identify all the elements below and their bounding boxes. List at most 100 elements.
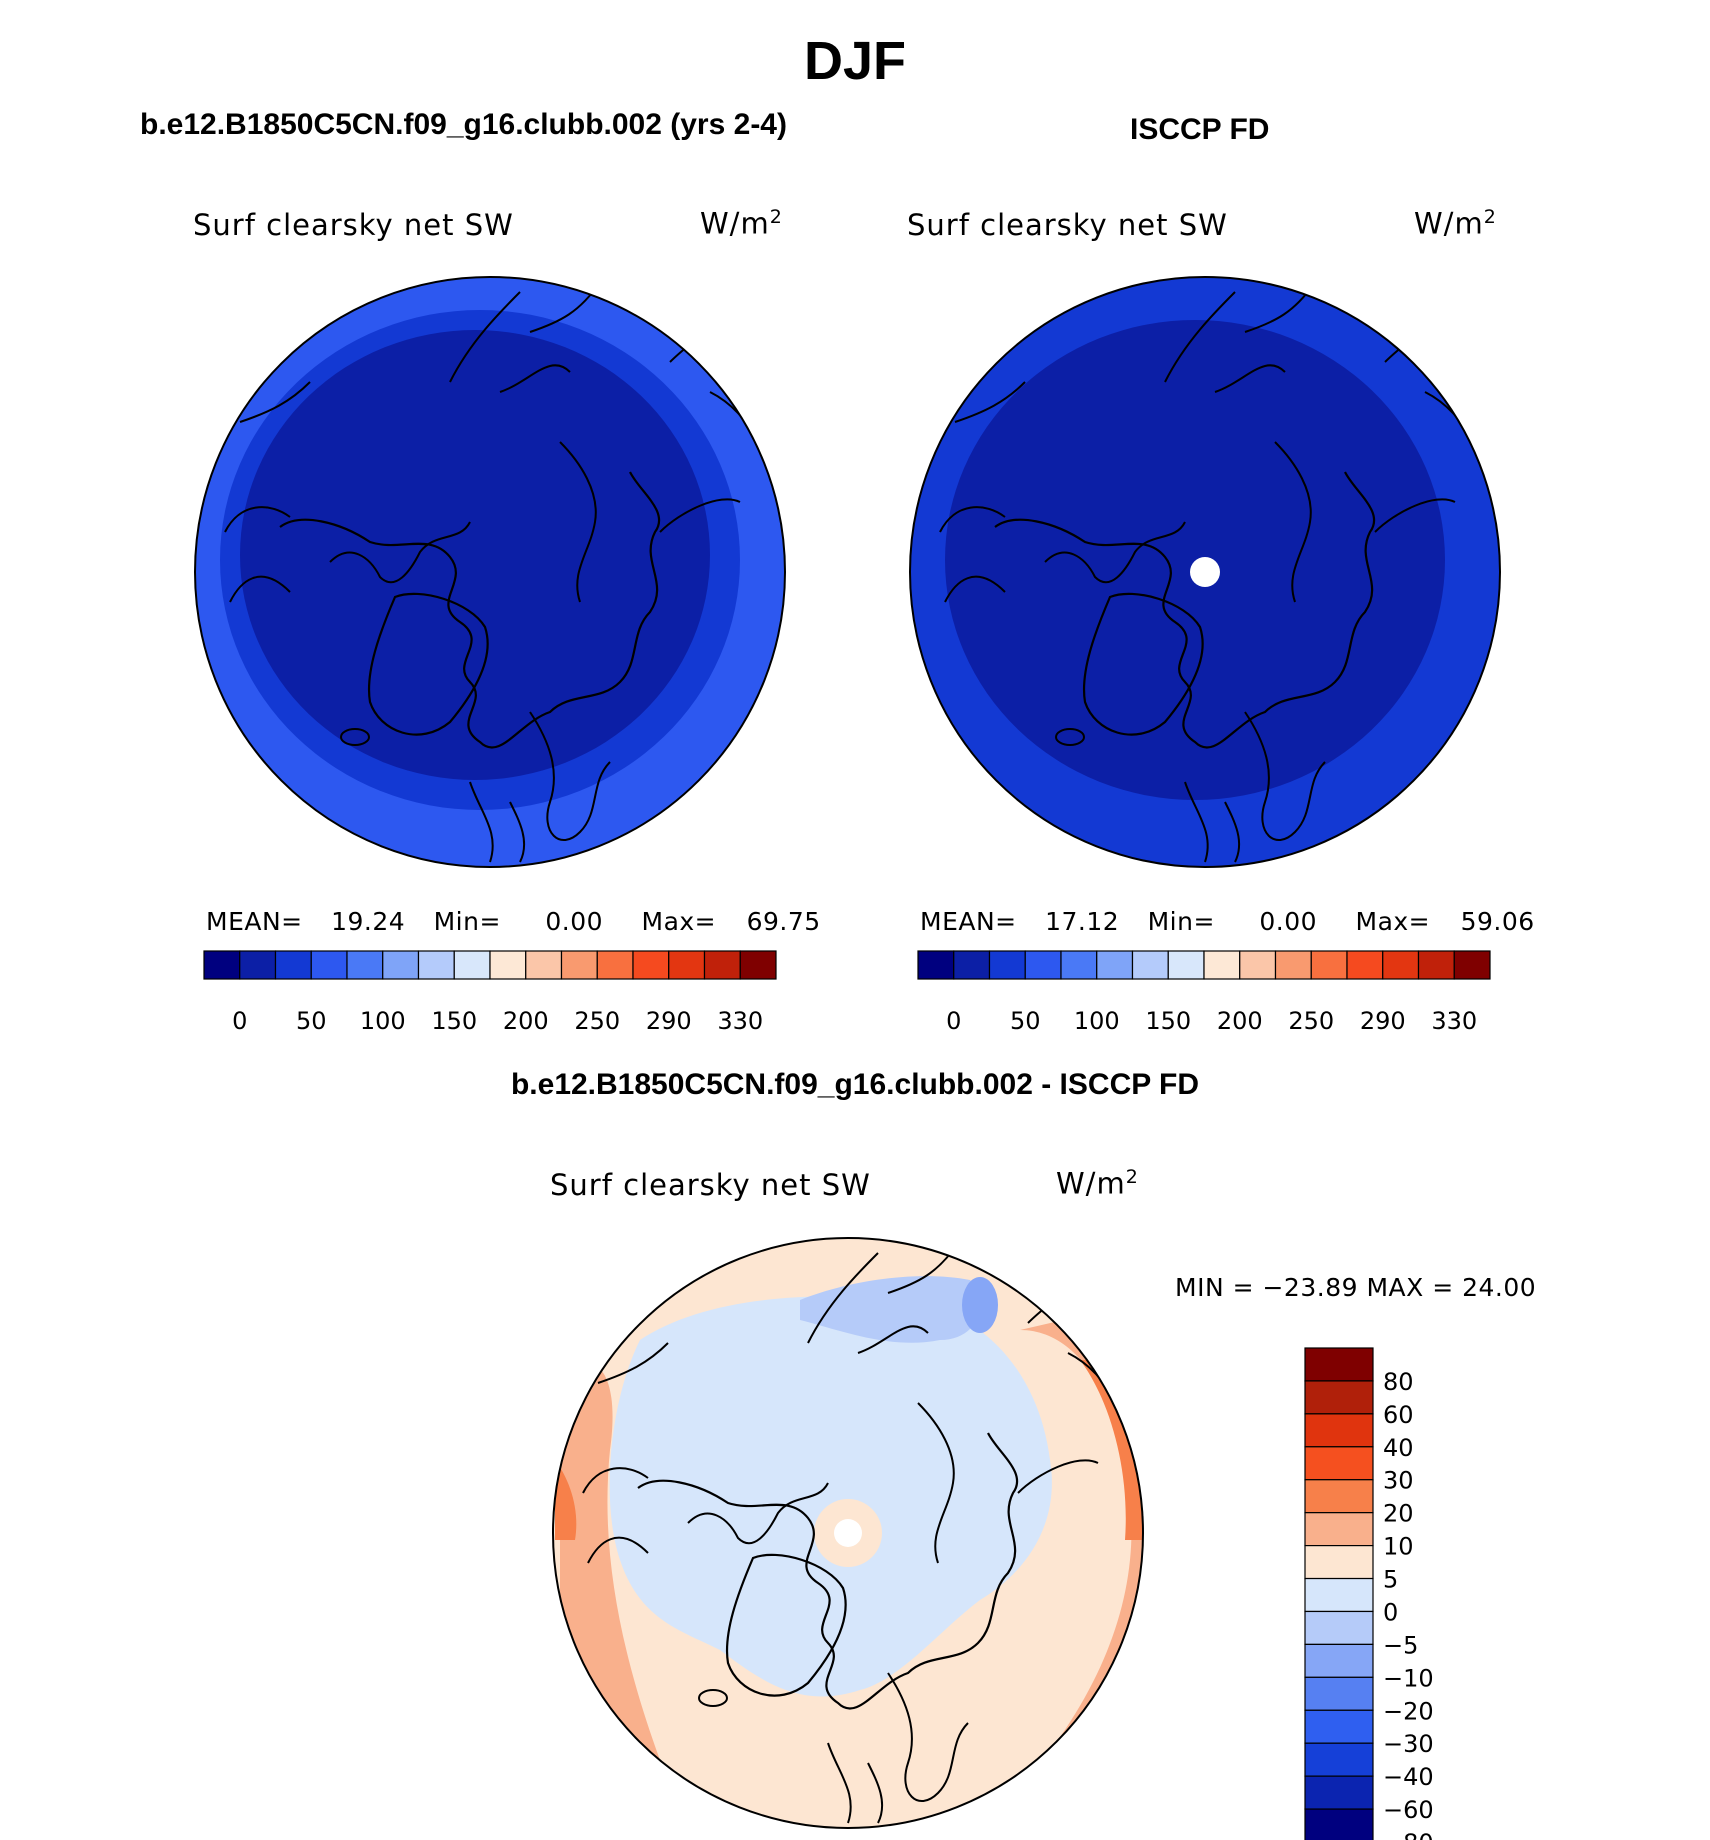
obs-colorbar-tick-label: 290 [1360, 1007, 1406, 1035]
obs-colorbar-swatch [1453, 950, 1491, 980]
model-colorbar-swatch [560, 950, 598, 980]
obs-colorbar-tick-label: 250 [1288, 1007, 1334, 1035]
model-colorbar-tick-label: 0 [232, 1007, 247, 1035]
diff-map-negative-core [609, 1296, 1052, 1697]
diff-colorbar-tick-label: −5 [1383, 1631, 1418, 1659]
model-polar-map [194, 276, 786, 868]
model-colorbar-swatch [525, 950, 563, 980]
obs-missing-pole [1190, 557, 1220, 587]
diff-minmax: MIN = −23.89 MAX = 24.00 [1175, 1273, 1537, 1302]
obs-colorbar: 0 50 100 150 200 250 290 330 [917, 950, 1491, 1035]
diff-map-negative-strong [962, 1277, 998, 1333]
obs-colorbar-swatch [1060, 950, 1098, 980]
diff-colorbar-swatch [1304, 1808, 1374, 1840]
model-colorbar-swatch [417, 950, 455, 980]
model-units: W/m [700, 206, 770, 241]
diff-colorbar-tick-label: −20 [1383, 1697, 1434, 1725]
obs-panel-title: ISCCP FD [1130, 113, 1270, 146]
obs-colorbar-swatch [1274, 950, 1312, 980]
obs-polar-map [909, 276, 1501, 868]
diff-colorbar-swatch [1304, 1479, 1374, 1514]
diff-colorbar-swatch [1304, 1380, 1374, 1415]
diff-colorbar-swatch [1304, 1742, 1374, 1777]
diff-map-positive-west-strong [555, 1460, 577, 1540]
model-colorbar-tick-label: 100 [360, 1007, 406, 1035]
obs-colorbar-tick-label: 330 [1431, 1007, 1477, 1035]
diff-colorbar-tick-label: 20 [1383, 1500, 1414, 1528]
obs-colorbar-swatch [1167, 950, 1205, 980]
model-map-inner-field [240, 330, 710, 780]
diff-colorbar-swatch [1304, 1347, 1374, 1382]
obs-mean-value: 17.12 [1045, 907, 1120, 936]
obs-colorbar-tick-label: 0 [946, 1007, 961, 1035]
model-colorbar-swatch [382, 950, 420, 980]
diff-colorbar-tick-label: −80 [1383, 1829, 1434, 1840]
obs-min-label: Min= [1147, 907, 1215, 936]
diff-missing-pole [834, 1519, 862, 1547]
model-colorbar-swatch [203, 950, 241, 980]
obs-colorbar-tick-label: 150 [1145, 1007, 1191, 1035]
obs-map-border [909, 276, 1501, 868]
obs-mean-label: MEAN= [920, 907, 1017, 936]
model-min-value: 0.00 [545, 907, 604, 936]
model-colorbar-swatch [310, 950, 348, 980]
model-colorbar-swatch [489, 950, 527, 980]
diff-units-label: W/m2 [1056, 1166, 1139, 1201]
diff-map-border [552, 1237, 1144, 1829]
obs-colorbar-swatch [1346, 950, 1384, 980]
obs-colorbar-tick-label: 50 [1010, 1007, 1041, 1035]
diff-map-negative-north [800, 1276, 980, 1343]
diff-map-positive-west [560, 1364, 660, 1760]
model-colorbar-swatch [703, 950, 741, 980]
model-colorbar: 0 50 100 150 200 250 290 330 [203, 950, 777, 1035]
obs-units: W/m [1414, 206, 1484, 241]
model-colorbar-tick-label: 150 [431, 1007, 477, 1035]
obs-min-value: 0.00 [1259, 907, 1318, 936]
obs-colorbar-tick-label: 200 [1217, 1007, 1263, 1035]
diff-variable-label: Surf clearsky net SW [550, 1168, 871, 1202]
model-colorbar-swatch [596, 950, 634, 980]
model-colorbar-swatch [453, 950, 491, 980]
model-colorbar-swatch [739, 950, 777, 980]
main-title: DJF [803, 31, 906, 91]
diff-colorbar-tick-label: −10 [1383, 1664, 1434, 1692]
obs-max-value: 59.06 [1460, 907, 1535, 936]
diff-colorbar-swatch [1304, 1544, 1374, 1580]
diff-colorbar-tick-label: 60 [1383, 1401, 1414, 1429]
diff-colorbar-swatch [1304, 1577, 1374, 1613]
obs-variable-label: Surf clearsky net SW [907, 208, 1228, 242]
diff-colorbar-swatch [1304, 1775, 1374, 1810]
diff-polar-map [552, 1237, 1144, 1829]
diff-colorbar-tick-label: −60 [1383, 1796, 1434, 1824]
obs-colorbar-swatch [988, 950, 1026, 980]
diff-colorbar-swatch [1304, 1709, 1374, 1744]
model-units-exp: 2 [769, 206, 783, 228]
model-colorbar-swatch [346, 950, 384, 980]
obs-colorbar-swatch [1417, 950, 1455, 980]
obs-colorbar-swatch [1203, 950, 1241, 980]
diff-colorbar-tick-label: −40 [1383, 1763, 1434, 1791]
model-mean-label: MEAN= [206, 907, 303, 936]
model-min-label: Min= [433, 907, 501, 936]
model-colorbar-tick-label: 330 [717, 1007, 763, 1035]
diff-colorbar-swatch [1304, 1446, 1374, 1481]
model-map-border [194, 276, 786, 868]
model-colorbar-tick-label: 250 [574, 1007, 620, 1035]
model-colorbar-swatch [239, 950, 277, 980]
model-colorbar-tick-label: 50 [296, 1007, 327, 1035]
obs-units-exp: 2 [1483, 206, 1497, 228]
model-stats: MEAN= 19.24 Min= 0.00 Max= 69.75 [206, 907, 821, 936]
model-units-label: W/m2 [700, 206, 783, 241]
diff-colorbar-tick-label: 40 [1383, 1434, 1414, 1462]
obs-colorbar-tick-label: 100 [1074, 1007, 1120, 1035]
diff-colorbar-tick-label: 0 [1383, 1598, 1398, 1626]
diff-colorbar-tick-label: 30 [1383, 1467, 1414, 1495]
model-colorbar-swatch [668, 950, 706, 980]
model-colorbar-swatch [632, 950, 670, 980]
model-max-value: 69.75 [746, 907, 821, 936]
diff-units: W/m [1056, 1166, 1126, 1201]
model-variable-label: Surf clearsky net SW [193, 208, 514, 242]
obs-map-inner-field [945, 320, 1445, 800]
obs-units-label: W/m2 [1414, 206, 1497, 241]
